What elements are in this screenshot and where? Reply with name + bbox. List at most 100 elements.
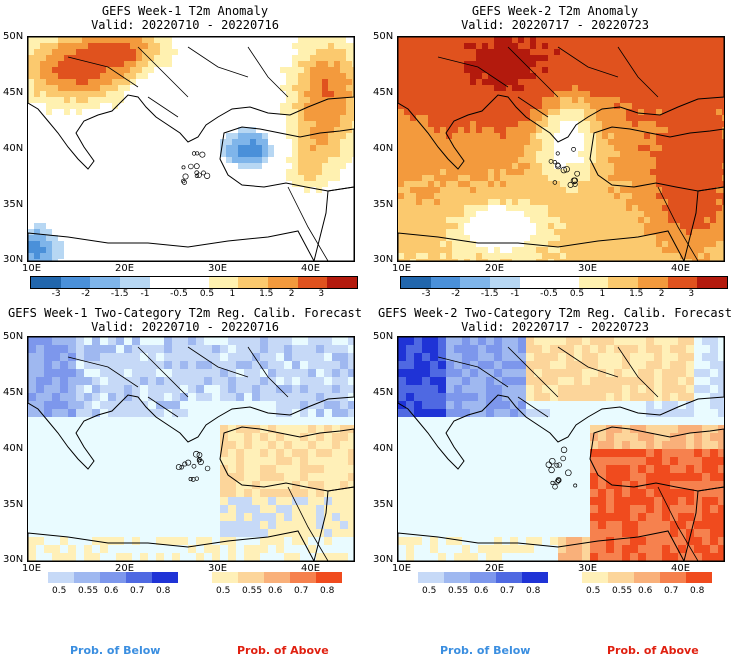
country-border	[507, 346, 559, 398]
legend-label: 0.55	[448, 586, 469, 596]
lon-label: 30E	[208, 263, 228, 274]
legend-swatch	[686, 572, 712, 583]
anomaly-colorbar	[400, 276, 728, 289]
country-border	[247, 46, 289, 98]
coastline	[313, 186, 354, 261]
coastline	[219, 126, 354, 192]
lon-label: 10E	[22, 563, 42, 574]
lat-label: 30N	[373, 254, 394, 265]
panel-week2-anomaly: GEFS Week-2 T2m Anomaly Valid: 20220717 …	[370, 0, 740, 300]
colorbar-swatch	[60, 277, 91, 288]
panel-valid-dates: Valid: 20220710 - 20220716	[91, 320, 279, 334]
panel-week1-anomaly: GEFS Week-1 T2m Anomaly Valid: 20220710 …	[0, 0, 370, 300]
legend-swatch	[48, 572, 74, 583]
island	[555, 151, 560, 156]
panel-title: GEFS Week-2 Two-Category T2m Reg. Calib.…	[377, 306, 732, 320]
island	[554, 462, 560, 468]
island	[179, 465, 184, 470]
country-border	[147, 396, 179, 418]
country-border	[437, 56, 509, 88]
colorbar-label: 0.5	[569, 289, 585, 299]
island	[548, 466, 555, 474]
colorbar-label: 3	[318, 289, 325, 299]
colorbar-swatch	[31, 277, 61, 288]
coastline	[313, 486, 354, 561]
colorbar-swatch	[430, 277, 461, 288]
country-border	[187, 46, 249, 78]
legend-label: 0.6	[104, 586, 119, 596]
colorbar-label: 2	[288, 289, 295, 299]
coastline	[589, 426, 724, 492]
legend-label: 0.5	[216, 586, 231, 596]
colorbar-swatch	[401, 277, 431, 288]
legend-swatch	[152, 572, 178, 583]
coastline	[398, 337, 724, 470]
island	[192, 450, 200, 458]
island	[545, 461, 552, 468]
lat-label: 50N	[373, 31, 394, 42]
lon-label: 40E	[301, 263, 321, 274]
colorbar-label: -3	[421, 289, 431, 299]
lat-label: 30N	[3, 254, 24, 265]
lat-label: 35N	[3, 199, 24, 210]
lat-label: 50N	[3, 331, 24, 342]
colorbar-label: -0.5	[170, 289, 188, 299]
colorbar-label: -2	[451, 289, 461, 299]
legend-label: 0.6	[638, 586, 653, 596]
lon-label: 30E	[578, 563, 598, 574]
colorbar-swatch	[460, 277, 490, 288]
lon-label: 40E	[301, 563, 321, 574]
country-border	[617, 46, 659, 98]
lon-label: 20E	[115, 263, 135, 274]
legend-label: 0.8	[156, 586, 171, 596]
country-border	[617, 346, 659, 398]
map-week1-probability	[27, 336, 355, 562]
colorbar-swatch	[238, 277, 269, 288]
island	[188, 477, 193, 482]
island	[571, 146, 576, 152]
coastline	[28, 530, 315, 561]
country-border	[137, 346, 189, 398]
country-border	[557, 346, 619, 378]
colorbar-swatch	[638, 277, 668, 288]
legend-title-above: Prob. of Above	[607, 644, 699, 657]
map-week2-probability	[397, 336, 725, 562]
coastline	[683, 186, 724, 261]
panel-valid-dates: Valid: 20220717 - 20220723	[461, 18, 649, 32]
lat-label: 45N	[373, 87, 394, 98]
country-border	[67, 56, 139, 88]
legend-label: 0.8	[320, 586, 335, 596]
legend-label: 0.7	[664, 586, 679, 596]
island	[552, 484, 558, 490]
legend-label: 0.8	[526, 586, 541, 596]
island	[556, 462, 562, 468]
lat-label: 35N	[373, 499, 394, 510]
legend-label: 0.5	[52, 586, 67, 596]
island	[560, 446, 568, 454]
legend-title-below: Prob. of Below	[440, 644, 531, 657]
island	[560, 455, 566, 462]
colorbar-label: 1	[229, 289, 236, 299]
lon-label: 10E	[392, 563, 412, 574]
colorbar-swatch	[578, 277, 609, 288]
legend-swatch	[660, 572, 686, 583]
country-border	[437, 356, 509, 388]
island	[550, 480, 555, 486]
lat-label: 50N	[3, 31, 24, 42]
prob-below-colorbar	[48, 572, 178, 583]
panel-week2-probability: GEFS Week-2 Two-Category T2m Reg. Calib.…	[370, 300, 740, 600]
legend-swatch	[522, 572, 548, 583]
colorbar-swatch	[90, 277, 120, 288]
colorbar-swatch	[119, 277, 150, 288]
island	[565, 469, 572, 477]
lon-label: 20E	[485, 563, 505, 574]
country-border	[657, 486, 699, 561]
legend-swatch	[316, 572, 342, 583]
panel-week1-probability: GEFS Week-1 Two-Category T2m Reg. Calib.…	[0, 300, 370, 600]
lat-label: 30N	[373, 554, 394, 565]
legend-label: 0.6	[268, 586, 283, 596]
island	[574, 170, 581, 177]
legend-swatch	[238, 572, 264, 583]
lat-label: 45N	[373, 387, 394, 398]
colorbar-label: -1	[510, 289, 520, 299]
